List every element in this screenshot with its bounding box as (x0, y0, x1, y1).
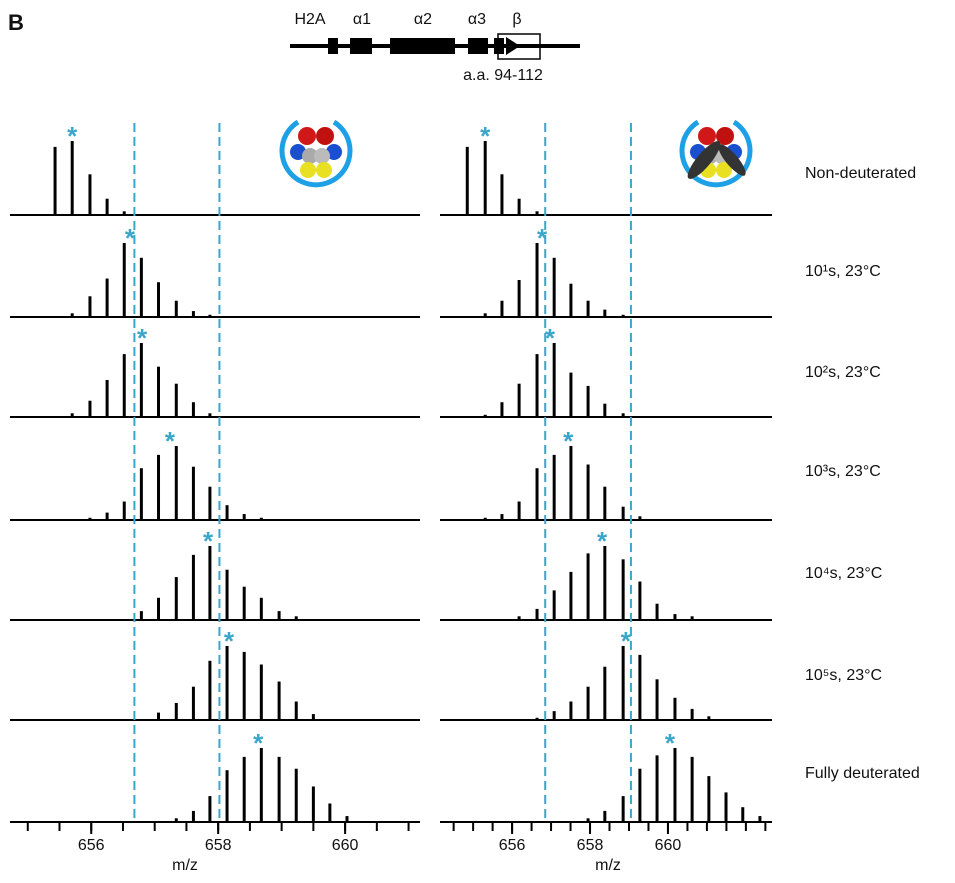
region-box (497, 33, 541, 60)
centroid-marker: * (537, 223, 548, 253)
element-label: α2 (414, 11, 432, 28)
exon (328, 38, 338, 54)
centroid-marker: * (125, 223, 136, 253)
centroid-marker: * (67, 121, 78, 151)
row-label: 10²s, 23°C (805, 364, 881, 381)
centroid-marker: * (597, 526, 608, 556)
x-tick-label: 660 (332, 837, 359, 854)
centroid-marker: * (563, 426, 574, 456)
exon (350, 38, 372, 54)
centroid-marker: * (621, 626, 632, 656)
row-label: Fully deuterated (805, 765, 920, 782)
centroid-marker: * (224, 626, 235, 656)
x-axis-label: m/z (595, 857, 621, 874)
x-tick-label: 656 (499, 837, 526, 854)
row-label: Non-deuterated (805, 165, 916, 182)
x-tick-label: 660 (655, 837, 682, 854)
centroid-marker: * (203, 526, 214, 556)
x-tick-label: 658 (205, 837, 232, 854)
x-tick-label: 656 (78, 837, 105, 854)
centroid-marker: * (165, 426, 176, 456)
nucleosome-icon (279, 119, 353, 188)
element-label: α1 (353, 11, 371, 28)
gene-map: H2A α1 α2 α3 β a.a. 94-112 (290, 11, 580, 84)
exon (390, 38, 455, 54)
element-label: α3 (468, 11, 486, 28)
row-label: 10¹s, 23°C (805, 263, 881, 280)
region-label: a.a. 94-112 (463, 67, 543, 84)
centroid-marker: * (480, 121, 491, 151)
x-axis-label: m/z (172, 857, 198, 874)
strand-arrow (506, 37, 520, 55)
gene-name: H2A (294, 11, 325, 28)
element-label: β (512, 11, 521, 28)
exon (468, 38, 488, 54)
row-label: 10⁵s, 23°C (805, 667, 882, 684)
row-label: 10⁴s, 23°C (805, 565, 882, 582)
centroid-marker: * (253, 728, 264, 758)
exon (494, 38, 504, 54)
nucleosome-icon (679, 119, 753, 188)
row-label: 10³s, 23°C (805, 463, 881, 480)
panel-label: B (8, 10, 24, 35)
centroid-marker: * (137, 323, 148, 353)
centroid-marker: * (665, 728, 676, 758)
x-tick-label: 658 (577, 837, 604, 854)
centroid-marker: * (545, 323, 556, 353)
